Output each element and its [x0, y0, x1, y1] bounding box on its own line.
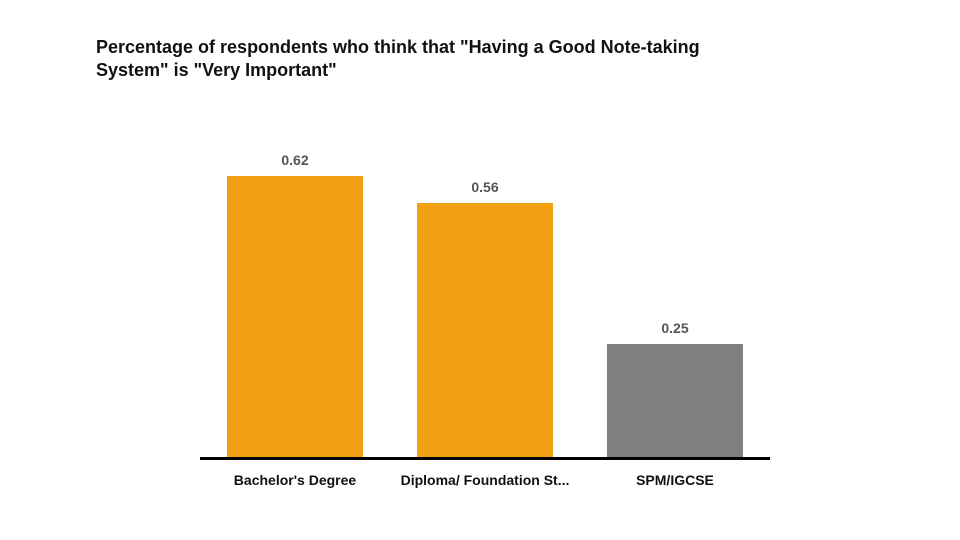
bar-value-label: 0.56	[390, 179, 580, 195]
chart-plot-area: 0.62Bachelor's Degree0.56Diploma/ Founda…	[200, 140, 770, 460]
chart-container: Percentage of respondents who think that…	[0, 0, 960, 540]
chart-title: Percentage of respondents who think that…	[96, 36, 776, 83]
bar	[607, 344, 744, 457]
bar-category-label: Diploma/ Foundation St...	[390, 472, 580, 488]
bar	[227, 176, 364, 457]
bar-category-label: SPM/IGCSE	[580, 472, 770, 488]
bar-value-label: 0.62	[200, 152, 390, 168]
bar-value-label: 0.25	[580, 320, 770, 336]
x-axis-baseline	[200, 457, 770, 460]
bar	[417, 203, 554, 457]
bar-category-label: Bachelor's Degree	[200, 472, 390, 488]
